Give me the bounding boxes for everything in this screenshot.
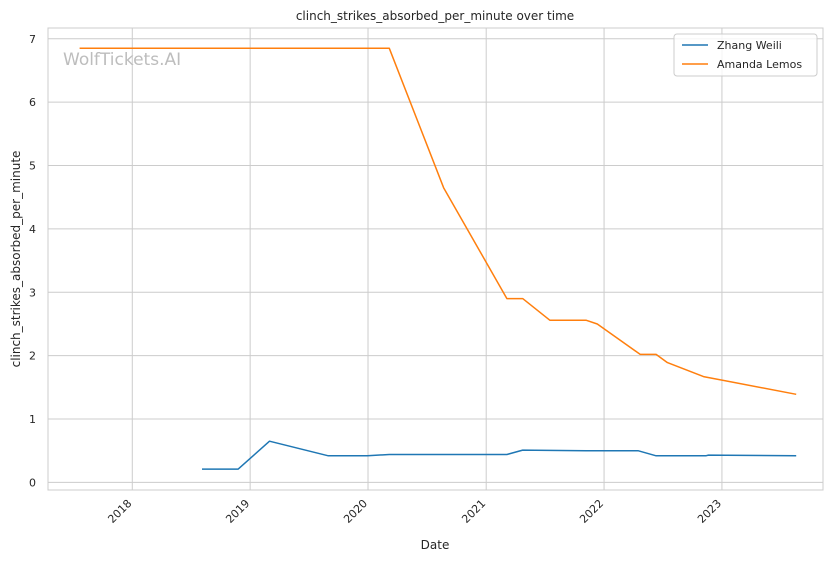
- y-tick-label: 3: [29, 286, 36, 299]
- legend: Zhang Weili Amanda Lemos: [673, 33, 818, 77]
- y-tick-label: 2: [29, 350, 36, 363]
- chart-title: clinch_strikes_absorbed_per_minute over …: [296, 9, 574, 23]
- legend-box: [673, 33, 818, 77]
- grid: [48, 28, 823, 490]
- y-axis-label: clinch_strikes_absorbed_per_minute: [9, 151, 23, 368]
- y-tick-label: 5: [29, 160, 36, 173]
- y-tick-label: 7: [29, 33, 36, 46]
- y-tick-labels: 0 1 2 3 4 5 6 7: [29, 33, 36, 490]
- legend-label-zhang-weili: Zhang Weili: [717, 39, 782, 52]
- x-tick-label: 2020: [341, 497, 370, 526]
- y-tick-label: 1: [29, 413, 36, 426]
- x-tick-label: 2019: [223, 497, 252, 526]
- y-tick-label: 0: [29, 476, 36, 489]
- series-line-zhang-weili: [202, 440, 797, 470]
- series-lines: [79, 47, 797, 470]
- x-tick-label: 2023: [695, 497, 724, 526]
- series-line-amanda-lemos: [79, 47, 797, 396]
- y-tick-label: 6: [29, 96, 36, 109]
- x-tick-labels: 2018 2019 2020 2021 2022 2023: [105, 497, 724, 526]
- plot-area: [47, 27, 824, 491]
- x-tick-label: 2021: [459, 497, 488, 526]
- x-tick-label: 2018: [105, 497, 134, 526]
- watermark: WolfTickets.AI: [63, 50, 181, 70]
- x-axis-label: Date: [421, 538, 450, 552]
- x-tick-label: 2022: [577, 497, 606, 526]
- y-tick-label: 4: [29, 223, 36, 236]
- legend-label-amanda-lemos: Amanda Lemos: [717, 58, 802, 71]
